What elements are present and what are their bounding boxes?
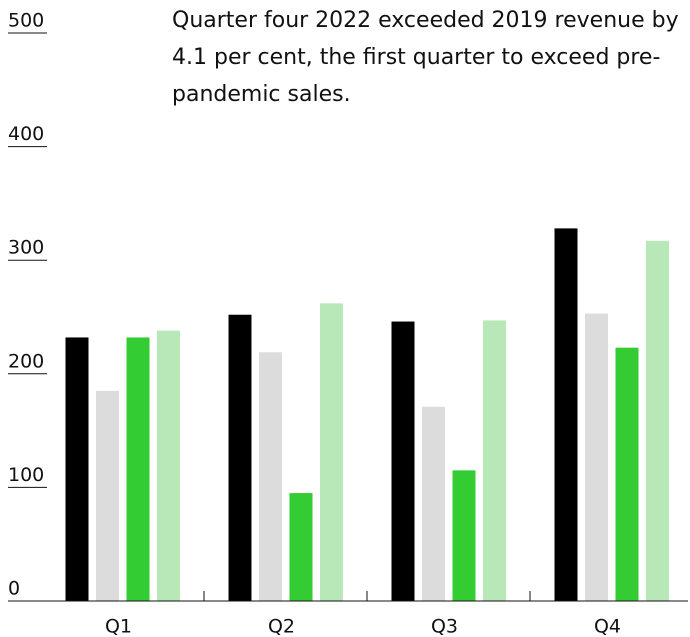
y-tick-label: 0 xyxy=(8,578,20,600)
y-tick-label: 400 xyxy=(8,123,44,145)
bar xyxy=(259,352,282,601)
x-tick-label: Q2 xyxy=(268,616,295,637)
bar xyxy=(126,337,150,601)
bar xyxy=(96,390,119,601)
bar xyxy=(65,337,89,601)
bar xyxy=(585,313,608,601)
annotation: Quarter four 2022 exceeded 2019 revenue … xyxy=(172,8,679,107)
y-tick-label: 500 xyxy=(8,10,44,32)
x-tick-label: Q3 xyxy=(431,616,458,637)
bar xyxy=(452,470,476,601)
x-tick-label: Q4 xyxy=(594,616,621,637)
bar xyxy=(422,406,445,601)
y-tick-label: 200 xyxy=(8,350,44,372)
bar xyxy=(320,303,343,601)
bar xyxy=(615,347,639,601)
x-tick-label: Q1 xyxy=(105,616,132,637)
y-tick-label: 300 xyxy=(8,237,44,259)
bar xyxy=(483,320,506,601)
bar xyxy=(554,228,578,601)
bar xyxy=(289,493,313,601)
bar xyxy=(391,321,415,601)
bar xyxy=(228,314,252,601)
bar xyxy=(157,330,180,601)
y-tick-label: 100 xyxy=(8,464,44,486)
bar xyxy=(646,240,669,601)
